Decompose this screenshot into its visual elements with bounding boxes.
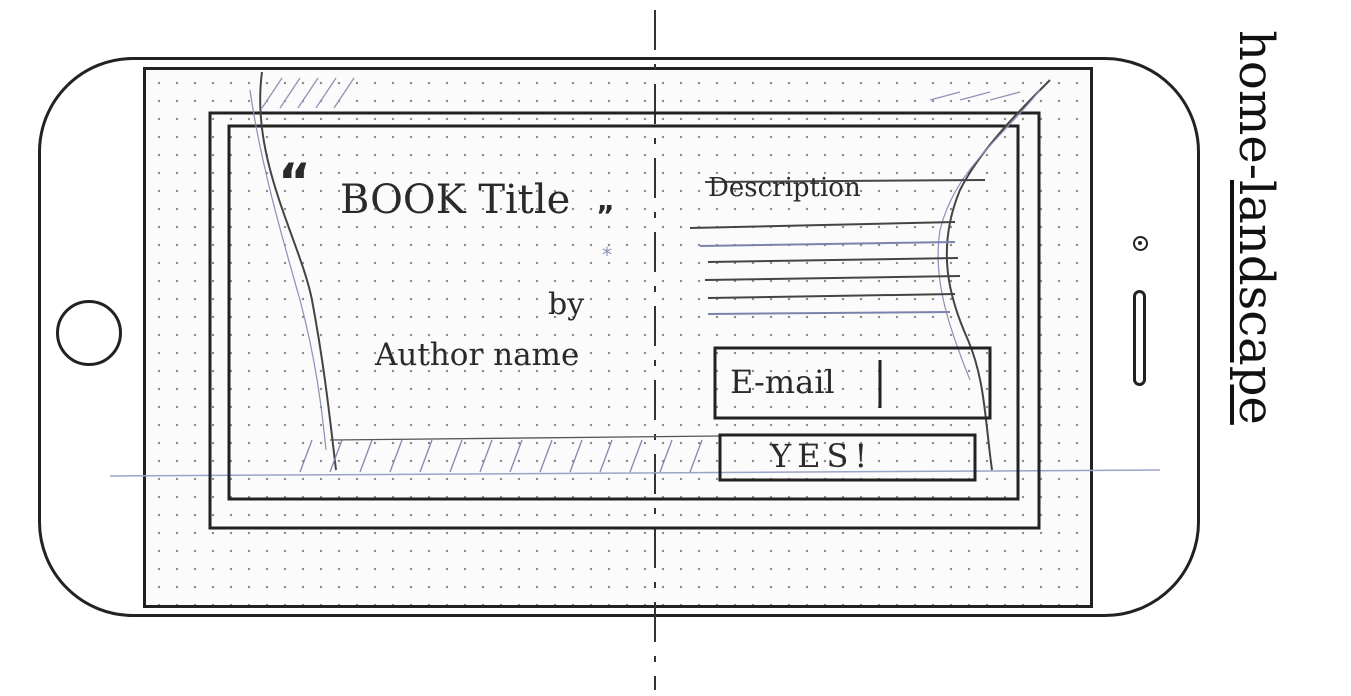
hero-image-edge-right — [945, 79, 1051, 471]
home-button[interactable] — [56, 300, 122, 366]
screen-name-label: home-landscape — [1228, 30, 1284, 425]
email-input[interactable] — [713, 346, 992, 420]
screen-name-orientation: landscape — [1228, 179, 1284, 425]
screen-name-prefix: home- — [1228, 30, 1284, 180]
hero-image-edge-right-faint — [937, 89, 1041, 381]
yes-button-label: YES! — [770, 437, 874, 475]
hero-image-edge-left — [259, 71, 337, 471]
email-placeholder: E-mail — [730, 363, 835, 401]
sparkle-icon: * — [602, 243, 612, 267]
phone-frame — [38, 57, 1200, 617]
hero-image-edge-left-faint — [249, 89, 327, 451]
horizontal-guide-line — [109, 469, 1161, 477]
content-panel-inner — [227, 124, 1020, 501]
speaker-icon — [1133, 290, 1146, 386]
open-quote: “ — [278, 153, 311, 211]
top-hatching — [261, 77, 1021, 109]
content-panel-outer — [208, 111, 1041, 530]
close-quote: ” — [596, 199, 615, 232]
description-heading: Description — [708, 173, 861, 203]
description-lines — [689, 179, 986, 315]
author-name: Author name — [375, 337, 580, 373]
phone-screen — [143, 67, 1093, 608]
by-label: by — [548, 287, 585, 322]
bottom-hatching — [299, 435, 721, 473]
camera-icon — [1133, 236, 1148, 251]
yes-button[interactable] — [718, 433, 977, 482]
book-title: BOOK Title — [340, 177, 571, 223]
